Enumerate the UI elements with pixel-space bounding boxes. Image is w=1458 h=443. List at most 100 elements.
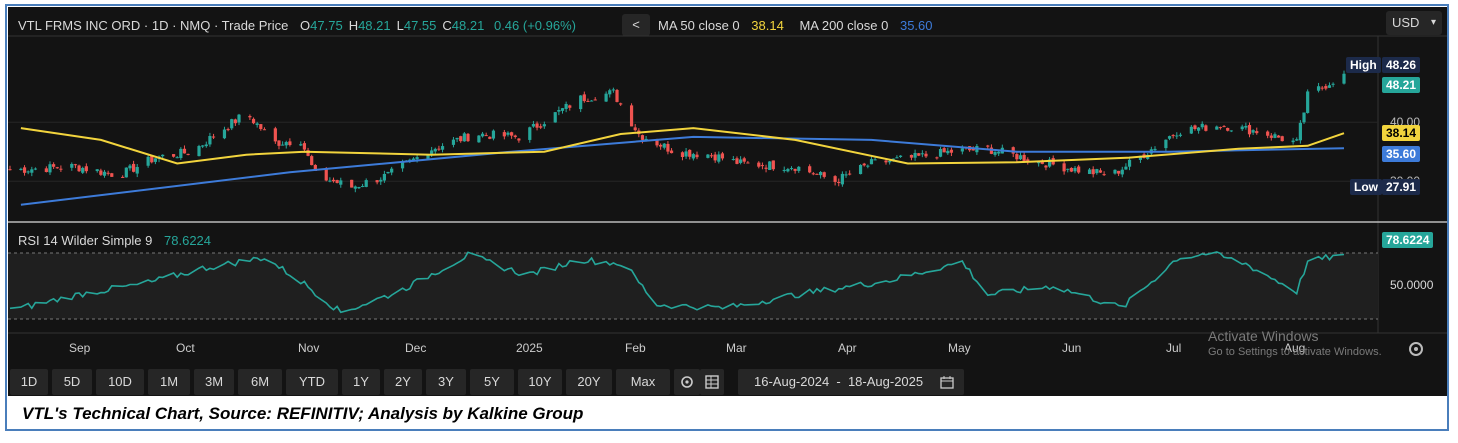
candle-body <box>1164 139 1168 149</box>
range-button-5d[interactable]: 5D <box>52 369 92 395</box>
candle-body <box>324 169 328 181</box>
candle-body <box>281 144 285 146</box>
candle-body <box>568 105 572 108</box>
table-icon <box>705 375 719 389</box>
candle-body <box>1255 131 1259 134</box>
candle-body <box>455 137 459 140</box>
candle-body <box>1117 170 1121 174</box>
candle-body <box>233 119 237 124</box>
candle-body <box>510 132 514 136</box>
candle-body <box>553 112 557 123</box>
currency-select[interactable]: USD ▾ <box>1386 11 1442 35</box>
candle-body <box>153 158 157 162</box>
moving-averages <box>20 127 1345 206</box>
candle-body <box>1273 134 1277 138</box>
candle-body <box>201 145 205 147</box>
candle-body <box>898 155 903 157</box>
ohlc-o: O47.75 <box>300 18 343 33</box>
candle-body <box>251 118 256 124</box>
candle-body <box>746 162 750 164</box>
candle-body <box>619 103 623 105</box>
chart-settings-button[interactable] <box>1405 338 1427 360</box>
candle-body <box>989 147 994 154</box>
candle-body <box>1175 135 1179 137</box>
candle-body <box>1062 163 1066 172</box>
candle-body <box>535 123 539 128</box>
candle-body <box>862 163 866 166</box>
candle-body <box>400 162 405 169</box>
range-button-10y[interactable]: 10Y <box>518 369 562 395</box>
ma-legend: MA 50 close 0 38.14 MA 200 close 0 35.60 <box>658 18 933 33</box>
chevron-down-icon: ▾ <box>1430 17 1436 28</box>
ma200-value: 35.60 <box>899 18 933 33</box>
range-button-ytd[interactable]: YTD <box>286 369 338 395</box>
candle-body <box>1247 125 1252 135</box>
candle-body <box>1138 155 1143 160</box>
candle-body <box>837 182 841 184</box>
candle-body <box>1302 112 1306 123</box>
candle-body <box>615 89 619 102</box>
candle-body <box>822 172 826 177</box>
gear-icon <box>681 376 693 388</box>
candle-body <box>230 119 234 129</box>
range-button-1y[interactable]: 1Y <box>342 369 380 395</box>
candle-body <box>48 164 52 173</box>
candle-body <box>513 135 517 137</box>
candle-body <box>669 150 674 154</box>
candle-body <box>310 156 314 166</box>
range-button-6m[interactable]: 6M <box>238 369 282 395</box>
range-button-5y[interactable]: 5Y <box>470 369 514 395</box>
range-button-2y[interactable]: 2Y <box>384 369 422 395</box>
candle-body <box>44 168 48 173</box>
ma200-tag: 35.60 <box>1382 146 1421 162</box>
collapse-legend-button[interactable]: < <box>622 14 650 36</box>
rsi-label: RSI 14 Wilder Simple 9 <box>18 233 153 248</box>
candle-body <box>1342 73 1346 84</box>
candle-body <box>411 158 416 161</box>
candle-body <box>248 116 252 118</box>
title-text: VTL FRMS INC ORD · 1D · NMQ · Trade Pric… <box>18 18 289 33</box>
candle-body <box>1113 169 1117 174</box>
ohlc-readout: O47.75 H48.21 L47.55 C48.21 <box>300 18 484 33</box>
candle-body <box>502 132 506 137</box>
candle-body <box>124 167 128 178</box>
candle-body <box>95 169 99 172</box>
date-range-picker[interactable]: 16-Aug-2024 - 18-Aug-2025 <box>738 369 964 395</box>
range-button-3y[interactable]: 3Y <box>426 369 466 395</box>
candle-body <box>375 180 379 183</box>
candle-body <box>942 148 946 153</box>
range-button-20y[interactable]: 20Y <box>566 369 612 395</box>
candle-body <box>1266 131 1270 136</box>
range-button-1m[interactable]: 1M <box>148 369 190 395</box>
candle-body <box>131 163 136 172</box>
range-button-1d[interactable]: 1D <box>10 369 48 395</box>
candle-body <box>1280 136 1284 142</box>
candle-body <box>1015 154 1019 160</box>
rsi-value-tag: 78.6224 <box>1382 232 1434 248</box>
currency-value: USD <box>1392 15 1420 30</box>
candle-body <box>197 146 201 157</box>
candle-body <box>480 133 485 137</box>
candle-body <box>440 146 445 150</box>
candle-body <box>1153 148 1157 151</box>
candle-body <box>466 133 470 142</box>
candle-body <box>52 164 56 167</box>
time-axis-label: Jun <box>1062 341 1082 355</box>
time-axis-label: Mar <box>726 341 747 355</box>
low-value-tag: 27.91 <box>1382 179 1421 195</box>
toolbar-settings-button[interactable] <box>674 369 700 395</box>
candle-body <box>760 165 765 167</box>
candle-body <box>1197 127 1201 131</box>
range-button-max[interactable]: Max <box>616 369 670 395</box>
candle-body <box>946 150 950 154</box>
range-button-3m[interactable]: 3M <box>194 369 234 395</box>
candle-body <box>924 153 928 157</box>
candle-body <box>542 124 546 127</box>
candle-body <box>593 99 597 101</box>
candle-body <box>222 129 227 139</box>
candle-body <box>262 129 267 131</box>
toolbar-table-button[interactable] <box>700 369 724 395</box>
candle-body <box>106 172 110 174</box>
range-button-10d[interactable]: 10D <box>96 369 144 395</box>
ma50-tag: 38.14 <box>1382 125 1421 141</box>
